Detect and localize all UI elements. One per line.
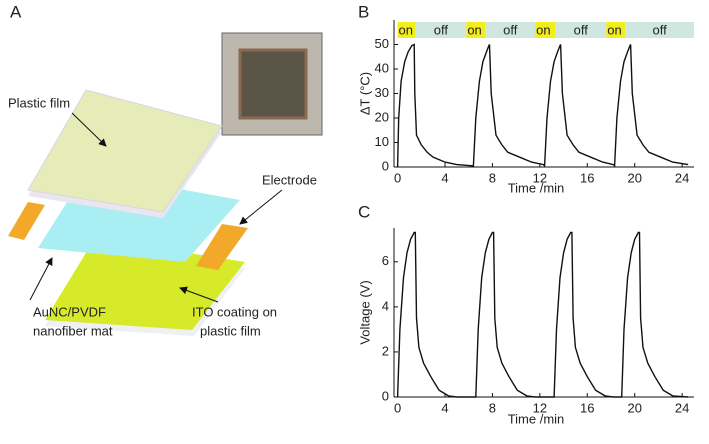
panel-label: A — [10, 2, 22, 21]
x-tick-label: 12 — [533, 170, 547, 185]
label: Electrode — [262, 172, 317, 187]
state-band — [535, 22, 556, 38]
state-band — [466, 22, 486, 38]
state-label: off — [434, 22, 449, 37]
x-tick-label: 16 — [580, 400, 594, 415]
label: Plastic film — [8, 95, 70, 110]
data-line — [396, 43, 689, 168]
state-band — [485, 22, 536, 38]
state-label: off — [503, 22, 518, 37]
y-tick-label: 2 — [382, 343, 389, 358]
label: nanofiber mat — [33, 323, 113, 338]
y-tick-label: 0 — [382, 158, 389, 173]
schematic: A Plastic film Electrode AuNC/PVDF nanof… — [8, 2, 323, 338]
x-tick-label: 24 — [675, 170, 689, 185]
x-tick-label: 4 — [441, 170, 448, 185]
state-band — [555, 22, 607, 38]
y-tick-label: 50 — [375, 36, 389, 51]
x-axis-label: Time /min — [508, 180, 565, 195]
panel-label: C — [358, 202, 370, 221]
state-band — [625, 22, 694, 38]
x-tick-label: 8 — [489, 170, 496, 185]
device-photo — [238, 48, 308, 120]
panel-label: B — [358, 2, 369, 21]
label: plastic film — [200, 323, 261, 338]
y-tick-label: 0 — [382, 388, 389, 403]
y-tick-label: 6 — [382, 253, 389, 268]
arrow — [71, 112, 107, 147]
state-band — [606, 22, 626, 38]
state-label: on — [607, 22, 621, 37]
x-tick-label: 0 — [394, 400, 401, 415]
label: AuNC/PVDF — [33, 304, 106, 319]
y-tick-label: 10 — [375, 134, 389, 149]
state-label: on — [467, 22, 481, 37]
state-label: off — [574, 22, 589, 37]
y-axis-label: ΔT (°C) — [357, 72, 372, 115]
x-tick-label: 0 — [394, 170, 401, 185]
state-band — [415, 22, 467, 38]
state-label: off — [653, 22, 668, 37]
y-tick-label: 4 — [382, 298, 389, 313]
x-tick-label: 24 — [675, 400, 689, 415]
ito-layer — [45, 238, 245, 330]
x-tick-label: 8 — [489, 400, 496, 415]
state-label: on — [399, 22, 413, 37]
data-line — [396, 231, 689, 398]
label: ITO coating on — [192, 304, 277, 319]
y-tick-label: 20 — [375, 109, 389, 124]
state-label: on — [536, 22, 550, 37]
x-tick-label: 20 — [627, 170, 641, 185]
x-tick-label: 16 — [580, 170, 594, 185]
y-axis-label: Voltage (V) — [357, 280, 372, 344]
x-tick-label: 20 — [627, 400, 641, 415]
x-axis-label: Time /min — [508, 411, 565, 426]
arrow — [29, 257, 53, 301]
electrode — [8, 202, 45, 240]
electrode — [196, 224, 248, 270]
x-tick-label: 4 — [441, 400, 448, 415]
y-tick-label: 30 — [375, 85, 389, 100]
arrow — [239, 189, 283, 225]
x-tick-label: 12 — [533, 400, 547, 415]
state-band — [397, 22, 416, 38]
y-tick-label: 40 — [375, 60, 389, 75]
plastic-film — [27, 89, 223, 213]
arrow — [179, 286, 219, 303]
